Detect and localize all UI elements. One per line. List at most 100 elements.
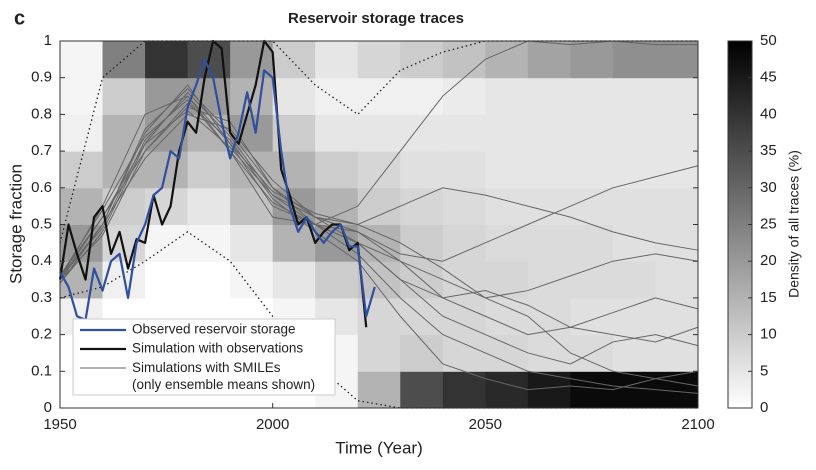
density-cell (60, 187, 104, 225)
panel-label: c (14, 7, 25, 29)
density-cell (357, 41, 401, 79)
legend-label: Simulations with SMILEs (only ensemble me… (132, 360, 315, 392)
density-cell (187, 224, 231, 262)
density-cell (272, 41, 316, 79)
density-cell (315, 77, 359, 115)
y-tick-label: 0.9 (31, 69, 52, 86)
density-cell (102, 114, 146, 152)
density-cell (102, 77, 146, 115)
density-cell (527, 334, 571, 372)
density-cell (527, 224, 571, 262)
density-cell (570, 77, 614, 115)
colorbar-tick-label: 20 (760, 252, 777, 269)
colorbar-tick-label: 0 (760, 399, 768, 416)
colorbar-label: Density of all traces (%) (786, 150, 802, 298)
density-cell (442, 77, 486, 115)
colorbar-tick-label: 50 (760, 32, 777, 49)
density-cell (655, 297, 699, 336)
density-cell (400, 187, 444, 225)
density-cell (272, 224, 316, 262)
density-cell (655, 334, 699, 372)
density-cell (442, 151, 486, 189)
density-cell (612, 114, 656, 152)
density-cell (315, 41, 359, 79)
density-cell (612, 187, 656, 225)
density-cell (60, 151, 104, 189)
density-cell (612, 224, 656, 262)
density-cell (527, 151, 571, 189)
density-cell (60, 77, 104, 115)
density-cell (442, 114, 486, 152)
density-cell (612, 334, 656, 372)
density-cell (230, 187, 274, 225)
density-cell (357, 77, 401, 115)
density-cell (570, 114, 614, 152)
density-cell (272, 151, 316, 189)
density-cell (400, 114, 444, 152)
density-cell (485, 77, 529, 115)
density-cell (527, 187, 571, 225)
density-cell (612, 41, 656, 79)
density-cell (655, 41, 699, 79)
density-cell (315, 114, 359, 152)
density-cell (655, 114, 699, 152)
density-cell (272, 77, 316, 115)
legend: Observed reservoir storage Simulation wit… (72, 318, 336, 396)
density-cell (60, 41, 104, 79)
density-cell (655, 224, 699, 262)
density-cell (485, 151, 529, 189)
density-cell (145, 261, 189, 299)
density-cell (400, 41, 444, 79)
density-cell (357, 151, 401, 189)
x-tick-label: 2000 (256, 416, 289, 433)
density-cell (187, 261, 231, 299)
y-tick-label: 0.8 (31, 105, 52, 122)
density-cell (230, 224, 274, 262)
density-cell (442, 261, 486, 299)
density-cell (442, 187, 486, 225)
y-tick-label: 0.5 (31, 215, 52, 232)
density-cell (485, 297, 529, 336)
legend-label: Simulation with observations (132, 341, 303, 356)
density-cell (442, 371, 486, 409)
density-cell (527, 371, 571, 409)
density-cell (570, 187, 614, 225)
density-cell (357, 334, 401, 372)
density-cell (315, 261, 359, 299)
density-cell (527, 77, 571, 115)
colorbar-tick-label: 40 (760, 105, 777, 122)
y-tick-label: 1 (44, 32, 52, 49)
density-cell (527, 41, 571, 79)
y-tick-label: 0.7 (31, 142, 52, 159)
y-tick-label: 0.3 (31, 289, 52, 306)
density-cell (655, 261, 699, 299)
density-cell (442, 41, 486, 79)
y-tick-label: 0.6 (31, 179, 52, 196)
density-cell (570, 297, 614, 336)
ensemble-line (59, 106, 699, 277)
density-cell (442, 334, 486, 372)
density-cell (485, 371, 529, 409)
density-cell (272, 261, 316, 299)
density-cell (60, 114, 104, 152)
density-cell (485, 114, 529, 152)
density-cell (527, 261, 571, 299)
colorbar-tick-label: 30 (760, 179, 777, 196)
y-axis-label: Storage fraction (6, 164, 25, 284)
x-tick-label: 1950 (43, 416, 76, 433)
colorbar-tick-label: 5 (760, 362, 768, 379)
colorbar-tick-label: 15 (760, 289, 777, 306)
density-cell (570, 371, 614, 409)
ensemble-line (59, 113, 699, 336)
density-cell (612, 297, 656, 336)
density-cell (655, 187, 699, 225)
density-cell (612, 77, 656, 115)
density-cell (570, 151, 614, 189)
colorbar-tick-label: 25 (760, 215, 777, 232)
density-cell (400, 371, 444, 409)
density-cell (527, 114, 571, 152)
ensemble-line (59, 88, 699, 394)
density-cell (357, 114, 401, 152)
density-cell (357, 261, 401, 299)
